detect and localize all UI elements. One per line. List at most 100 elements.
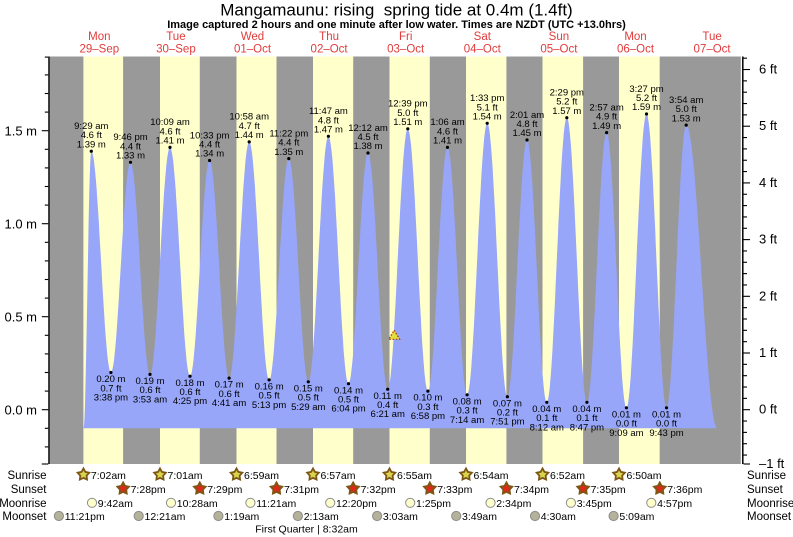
svg-text:0.6 ft: 0.6 ft xyxy=(139,385,160,396)
svg-text:3:49am: 3:49am xyxy=(462,511,497,523)
svg-text:0.10 m: 0.10 m xyxy=(413,393,442,404)
svg-text:4.8 ft: 4.8 ft xyxy=(516,119,537,130)
svg-text:0.4 ft: 0.4 ft xyxy=(377,400,398,411)
svg-text:Fri: Fri xyxy=(399,31,412,43)
svg-text:4 ft: 4 ft xyxy=(759,175,777,190)
svg-text:11:22 pm: 11:22 pm xyxy=(269,128,308,139)
svg-text:07–Oct: 07–Oct xyxy=(694,44,732,56)
svg-text:5.2 ft: 5.2 ft xyxy=(636,93,657,104)
svg-text:4.6 ft: 4.6 ft xyxy=(159,126,180,137)
svg-text:2:34pm: 2:34pm xyxy=(496,498,531,510)
svg-text:Moonset: Moonset xyxy=(747,511,792,523)
svg-text:0.07 m: 0.07 m xyxy=(493,398,522,409)
svg-text:10:58 am: 10:58 am xyxy=(229,112,269,123)
svg-text:Sunrise: Sunrise xyxy=(8,470,47,482)
svg-text:11:21pm: 11:21pm xyxy=(65,511,105,523)
svg-text:4.6 ft: 4.6 ft xyxy=(437,126,458,137)
svg-text:06–Oct: 06–Oct xyxy=(617,44,655,56)
svg-text:1.41 m: 1.41 m xyxy=(433,136,462,147)
svg-text:1.34 m: 1.34 m xyxy=(195,149,224,160)
svg-text:8:47 pm: 8:47 pm xyxy=(570,422,604,433)
svg-text:2 ft: 2 ft xyxy=(759,288,777,303)
svg-text:12:21am: 12:21am xyxy=(145,511,186,523)
svg-text:7:36pm: 7:36pm xyxy=(667,484,702,496)
svg-text:5 ft: 5 ft xyxy=(759,118,777,133)
svg-text:8:12 am: 8:12 am xyxy=(530,422,564,433)
svg-text:03–Oct: 03–Oct xyxy=(387,44,425,56)
svg-text:12:12 am: 12:12 am xyxy=(348,123,388,134)
svg-text:12:39 pm: 12:39 pm xyxy=(388,99,428,110)
svg-text:7:33pm: 7:33pm xyxy=(437,484,472,496)
svg-text:1.33 m: 1.33 m xyxy=(116,151,145,162)
svg-text:3:54 am: 3:54 am xyxy=(669,95,703,106)
svg-text:0.20 m: 0.20 m xyxy=(96,374,125,385)
svg-text:5:29 am: 5:29 am xyxy=(291,402,325,413)
svg-text:0 ft: 0 ft xyxy=(759,402,777,417)
svg-text:Tue: Tue xyxy=(702,31,721,43)
svg-text:Sat: Sat xyxy=(474,31,492,43)
svg-text:6:04 pm: 6:04 pm xyxy=(331,404,365,415)
svg-text:0.08 m: 0.08 m xyxy=(453,396,482,407)
svg-text:7:31pm: 7:31pm xyxy=(284,484,319,496)
svg-text:7:34pm: 7:34pm xyxy=(514,484,549,496)
svg-text:1.38 m: 1.38 m xyxy=(353,141,382,152)
svg-text:1.49 m: 1.49 m xyxy=(592,121,621,132)
svg-text:6:52am: 6:52am xyxy=(550,470,585,482)
svg-text:5.0 ft: 5.0 ft xyxy=(676,104,697,115)
svg-text:0.01 m: 0.01 m xyxy=(612,409,641,420)
svg-text:Mangamaunu: rising spring tid: Mangamaunu: rising spring tide at 0.4m (… xyxy=(220,1,572,20)
svg-text:9:29 am: 9:29 am xyxy=(74,121,108,132)
svg-text:Tue: Tue xyxy=(166,31,185,43)
svg-text:7:02am: 7:02am xyxy=(91,470,126,482)
svg-text:3:53 am: 3:53 am xyxy=(133,394,167,405)
svg-text:7:28pm: 7:28pm xyxy=(131,484,166,496)
svg-text:6:58 pm: 6:58 pm xyxy=(411,411,445,422)
svg-text:6 ft: 6 ft xyxy=(759,62,777,77)
svg-text:4.9 ft: 4.9 ft xyxy=(596,112,617,123)
svg-text:5.0 ft: 5.0 ft xyxy=(397,108,418,119)
svg-text:0.3 ft: 0.3 ft xyxy=(457,406,478,417)
svg-text:0.5 m: 0.5 m xyxy=(4,309,37,324)
svg-text:7:01am: 7:01am xyxy=(168,470,203,482)
svg-text:0.15 m: 0.15 m xyxy=(294,383,323,394)
svg-text:Mon: Mon xyxy=(88,31,110,43)
svg-text:4.4 ft: 4.4 ft xyxy=(199,140,220,151)
svg-text:1.0 m: 1.0 m xyxy=(4,216,37,231)
svg-text:1:25pm: 1:25pm xyxy=(416,498,451,510)
svg-text:0.0 ft: 0.0 ft xyxy=(656,419,677,430)
svg-text:12:20pm: 12:20pm xyxy=(336,498,377,510)
svg-text:0.5 ft: 0.5 ft xyxy=(259,391,280,402)
svg-text:Moonrise: Moonrise xyxy=(0,498,47,510)
svg-text:0.1 ft: 0.1 ft xyxy=(536,413,557,424)
svg-text:1.39 m: 1.39 m xyxy=(77,139,106,150)
svg-text:4:57pm: 4:57pm xyxy=(657,498,692,510)
svg-text:4.5 ft: 4.5 ft xyxy=(357,132,378,143)
svg-text:Sunrise: Sunrise xyxy=(747,470,786,482)
svg-text:Mon: Mon xyxy=(624,31,646,43)
svg-text:30–Sep: 30–Sep xyxy=(156,44,196,56)
svg-text:0.5 ft: 0.5 ft xyxy=(338,395,359,406)
svg-text:0.16 m: 0.16 m xyxy=(255,382,284,393)
svg-text:9:09 am: 9:09 am xyxy=(609,428,643,439)
svg-text:0.6 ft: 0.6 ft xyxy=(179,387,200,398)
svg-text:Sunset: Sunset xyxy=(11,484,48,496)
svg-text:2:29 pm: 2:29 pm xyxy=(550,88,584,99)
svg-text:1.59 m: 1.59 m xyxy=(632,102,661,113)
svg-text:4.4 ft: 4.4 ft xyxy=(120,141,141,152)
svg-text:1.35 m: 1.35 m xyxy=(274,147,303,158)
svg-text:4:41 am: 4:41 am xyxy=(212,398,246,409)
svg-text:6:55am: 6:55am xyxy=(397,470,432,482)
svg-text:9:42am: 9:42am xyxy=(98,498,133,510)
svg-text:1.54 m: 1.54 m xyxy=(473,112,502,123)
svg-text:11:47 am: 11:47 am xyxy=(309,106,348,117)
svg-text:0.17 m: 0.17 m xyxy=(215,380,244,391)
svg-text:1:33 pm: 1:33 pm xyxy=(470,93,504,104)
svg-text:3:45pm: 3:45pm xyxy=(577,498,612,510)
svg-text:6:54am: 6:54am xyxy=(474,470,509,482)
svg-text:First Quarter | 8:32am: First Quarter | 8:32am xyxy=(255,524,358,536)
svg-text:Wed: Wed xyxy=(241,31,264,43)
svg-text:01–Oct: 01–Oct xyxy=(234,44,272,56)
svg-text:0.3 ft: 0.3 ft xyxy=(417,402,438,413)
svg-text:7:14 am: 7:14 am xyxy=(450,415,484,426)
svg-text:29–Sep: 29–Sep xyxy=(79,44,119,56)
